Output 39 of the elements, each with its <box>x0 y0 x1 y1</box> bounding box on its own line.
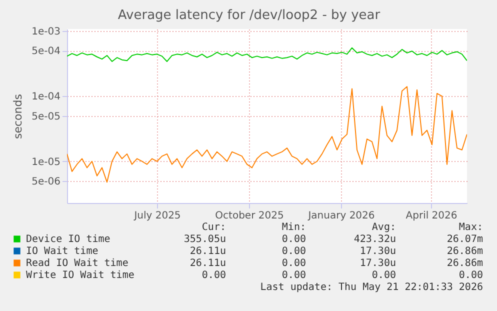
text: 0.00 <box>202 270 226 282</box>
text: 355.05u <box>184 234 226 246</box>
text: 0.00 <box>282 258 306 270</box>
text: 0.00 <box>282 246 306 258</box>
line-series <box>67 47 467 62</box>
x-tick-label: July 2025 <box>133 210 181 222</box>
y-tick-label: 5e-05 <box>32 111 60 122</box>
legend-label: IO Wait time <box>26 246 98 257</box>
y-tick-label: 1e-04 <box>32 92 60 103</box>
text: 0.00 <box>282 234 306 246</box>
chart-title: Average latency for /dev/loop2 - by year <box>118 8 381 23</box>
text: Last update: Thu May 21 22:01:33 2026 <box>260 282 483 294</box>
y-tick-label: 5e-06 <box>32 176 60 188</box>
text: 423.32u <box>354 234 396 246</box>
text: 0.00 <box>372 270 396 282</box>
text: Min: <box>282 222 306 234</box>
text: 26.86m <box>446 246 483 258</box>
text: 17.30u <box>360 258 396 270</box>
text: 26.11u <box>190 258 226 270</box>
text: 26.07m <box>446 234 483 246</box>
line-series <box>67 86 467 183</box>
text: 17.30u <box>360 246 396 258</box>
text: Cur: <box>202 222 226 234</box>
text: 26.11u <box>190 246 226 258</box>
legend-label: Device IO time <box>26 234 110 245</box>
x-tick-label: October 2025 <box>215 210 284 222</box>
x-tick-label: April 2026 <box>406 210 458 222</box>
text: Avg: <box>372 222 396 234</box>
y-tick-label: 5e-04 <box>32 46 60 58</box>
text: 26.86m <box>446 258 483 270</box>
text: Max: <box>458 222 483 234</box>
y-tick-label: 1e-03 <box>32 26 60 38</box>
x-tick-label: January 2026 <box>307 210 375 222</box>
legend-label: Read IO Wait time <box>26 258 128 269</box>
y-tick-label: 1e-05 <box>32 156 60 168</box>
text: 0.00 <box>282 270 306 282</box>
legend-label: Write IO Wait time <box>26 270 134 281</box>
text: 0.00 <box>458 270 483 282</box>
y-axis-title: seconds <box>12 94 25 139</box>
